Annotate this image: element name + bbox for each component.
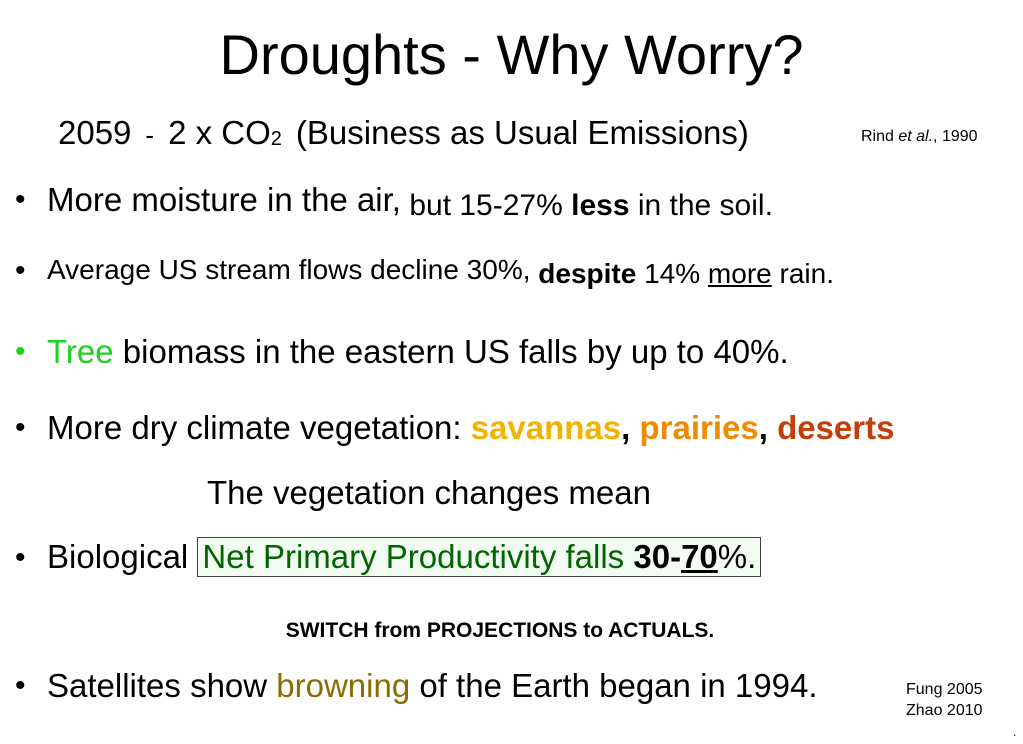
subtitle-dash: - [145,120,155,150]
subtitle-year: 2059 [58,114,132,151]
bullet-tree-biomass: Tree biomass in the eastern US falls by … [47,333,789,370]
bullet-marker: • [15,335,26,368]
bullet-marker: • [15,541,26,574]
subtitle-co2-subscript: 2 [270,128,282,150]
vegetation-note: The vegetation changes mean [207,474,651,511]
bullet-satellites-browning: Satellites show browning of the Earth be… [47,667,818,704]
bullet-marker: • [15,254,26,287]
citation-zhao: Zhao 2010 [906,702,983,719]
citation-fung: Fung 2005 [906,681,983,698]
slide-title: Droughts - Why Worry? [219,23,804,86]
bullet-dry-vegetation: More dry climate vegetation: savannas, p… [47,409,895,446]
corner-mark: . [1013,725,1017,739]
bullet-marker: • [15,411,26,444]
bullet-npp: Biological Net Primary Productivity fall… [47,537,762,577]
subtitle-co2: 2 x CO [168,114,271,151]
npp-highlight-box: Net Primary Productivity falls 30-70%. [197,537,762,577]
subtitle: 2059-2 x CO2 (Business as Usual Emissions… [58,114,749,152]
subtitle-scenario: (Business as Usual Emissions) [295,114,749,151]
switch-note: SWITCH from PROJECTIONS to ACTUALS. [285,619,715,642]
bullet-marker: • [15,183,26,216]
bullet-marker: • [15,669,26,702]
bullet-soil-moisture: More moisture in the air, but 15-27% les… [47,181,773,222]
bullet-stream-flows: Average US stream flows decline 30%, des… [47,254,834,289]
citation-rind: Rind et al., 1990 [861,128,978,145]
